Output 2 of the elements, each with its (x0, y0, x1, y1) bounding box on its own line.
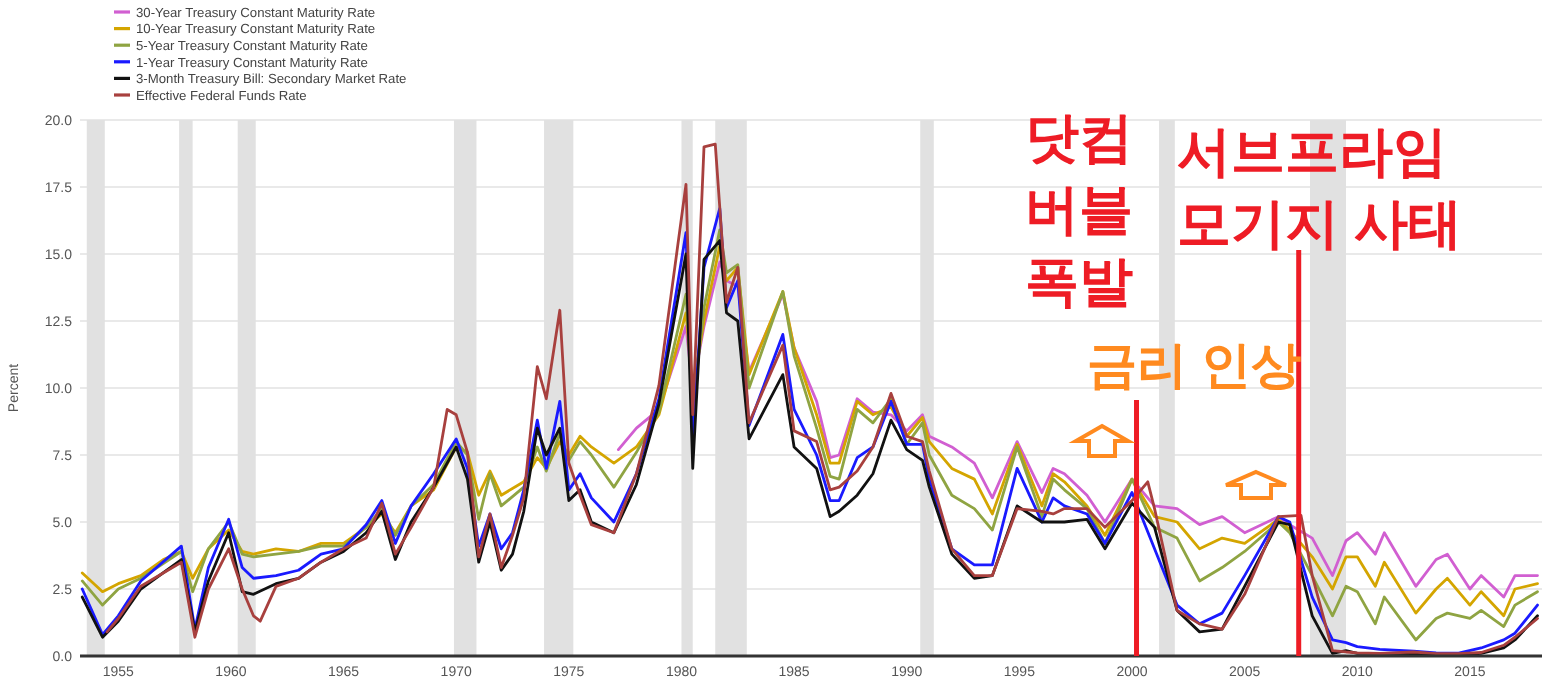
ref-line-label: 서브프라임 모기지 사태 (1176, 122, 1462, 254)
ref-line-label: 닷컴 버블 폭발 (1024, 108, 1133, 312)
